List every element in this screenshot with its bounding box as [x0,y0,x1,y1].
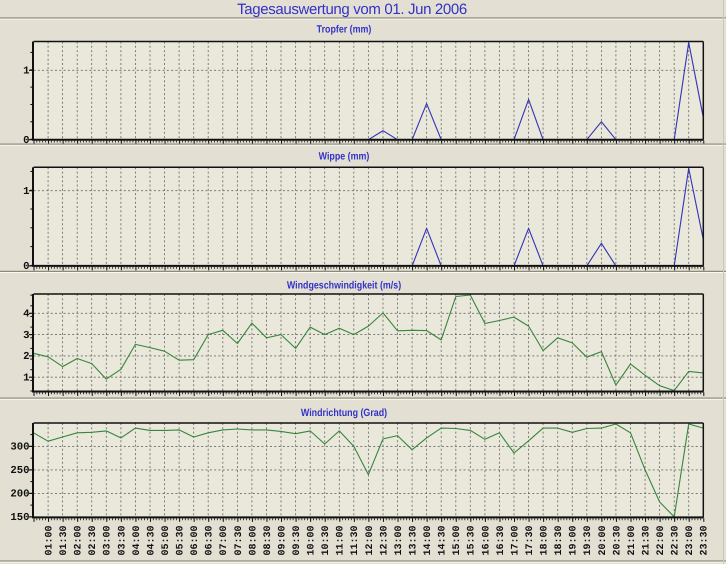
svg-text:1: 1 [23,186,29,198]
svg-text:07:30: 07:30 [234,526,245,556]
svg-text:23:00: 23:00 [685,526,696,556]
svg-text:2: 2 [23,351,29,363]
svg-text:03:30: 03:30 [117,526,128,556]
svg-text:0: 0 [23,261,29,273]
svg-text:01:00: 01:00 [45,526,56,556]
svg-text:Windgeschwindigkeit (m/s): Windgeschwindigkeit (m/s) [287,279,401,291]
svg-text:03:00: 03:00 [103,526,114,556]
svg-text:11:00: 11:00 [336,526,347,556]
svg-text:1: 1 [23,66,29,78]
svg-text:15:00: 15:00 [452,526,463,556]
svg-text:09:00: 09:00 [277,526,288,556]
svg-text:18:00: 18:00 [540,526,551,556]
svg-text:0: 0 [23,135,29,147]
svg-text:12:30: 12:30 [379,526,390,556]
svg-text:200: 200 [10,489,29,501]
svg-text:06:00: 06:00 [190,526,201,556]
svg-text:17:30: 17:30 [525,526,536,556]
svg-text:21:00: 21:00 [627,526,638,556]
svg-text:04:30: 04:30 [146,526,157,556]
svg-text:10:00: 10:00 [307,526,318,556]
svg-text:08:00: 08:00 [248,526,259,556]
svg-text:300: 300 [10,442,29,454]
svg-text:19:00: 19:00 [569,526,580,556]
svg-text:17:00: 17:00 [510,526,521,556]
svg-text:04:00: 04:00 [132,526,143,556]
svg-text:09:30: 09:30 [292,526,303,556]
svg-text:15:30: 15:30 [467,526,478,556]
svg-text:Wippe (mm): Wippe (mm) [319,151,370,163]
svg-text:11:30: 11:30 [350,526,361,556]
svg-text:1: 1 [23,373,29,385]
svg-text:02:00: 02:00 [74,526,85,556]
svg-text:22:00: 22:00 [656,526,667,556]
svg-text:23:30: 23:30 [700,526,711,556]
svg-text:14:00: 14:00 [423,526,434,556]
svg-text:150: 150 [10,512,29,524]
svg-text:20:00: 20:00 [598,526,609,556]
svg-text:02:30: 02:30 [88,526,99,556]
svg-text:05:30: 05:30 [176,526,187,556]
svg-text:13:00: 13:00 [394,526,405,556]
svg-text:18:30: 18:30 [554,526,565,556]
svg-text:13:30: 13:30 [409,526,420,556]
svg-text:20:30: 20:30 [612,526,623,556]
svg-text:06:30: 06:30 [205,526,216,556]
svg-text:08:30: 08:30 [263,526,274,556]
svg-text:3: 3 [23,330,29,342]
svg-text:22:30: 22:30 [671,526,682,556]
svg-text:07:00: 07:00 [219,526,230,556]
svg-text:Tagesauswertung vom 01. Jun 20: Tagesauswertung vom 01. Jun 2006 [237,1,467,18]
svg-text:250: 250 [10,465,29,477]
svg-text:14:30: 14:30 [438,526,449,556]
svg-text:10:30: 10:30 [321,526,332,556]
svg-text:Tropfer (mm): Tropfer (mm) [317,23,372,35]
svg-text:21:30: 21:30 [642,526,653,556]
svg-text:4: 4 [23,309,30,321]
svg-text:16:00: 16:00 [481,526,492,556]
svg-text:16:30: 16:30 [496,526,507,556]
svg-text:01:30: 01:30 [59,526,70,556]
svg-text:19:30: 19:30 [583,526,594,556]
svg-text:05:00: 05:00 [161,526,172,556]
svg-text:12:00: 12:00 [365,526,376,556]
svg-text:Windrichtung (Grad): Windrichtung (Grad) [301,407,387,419]
